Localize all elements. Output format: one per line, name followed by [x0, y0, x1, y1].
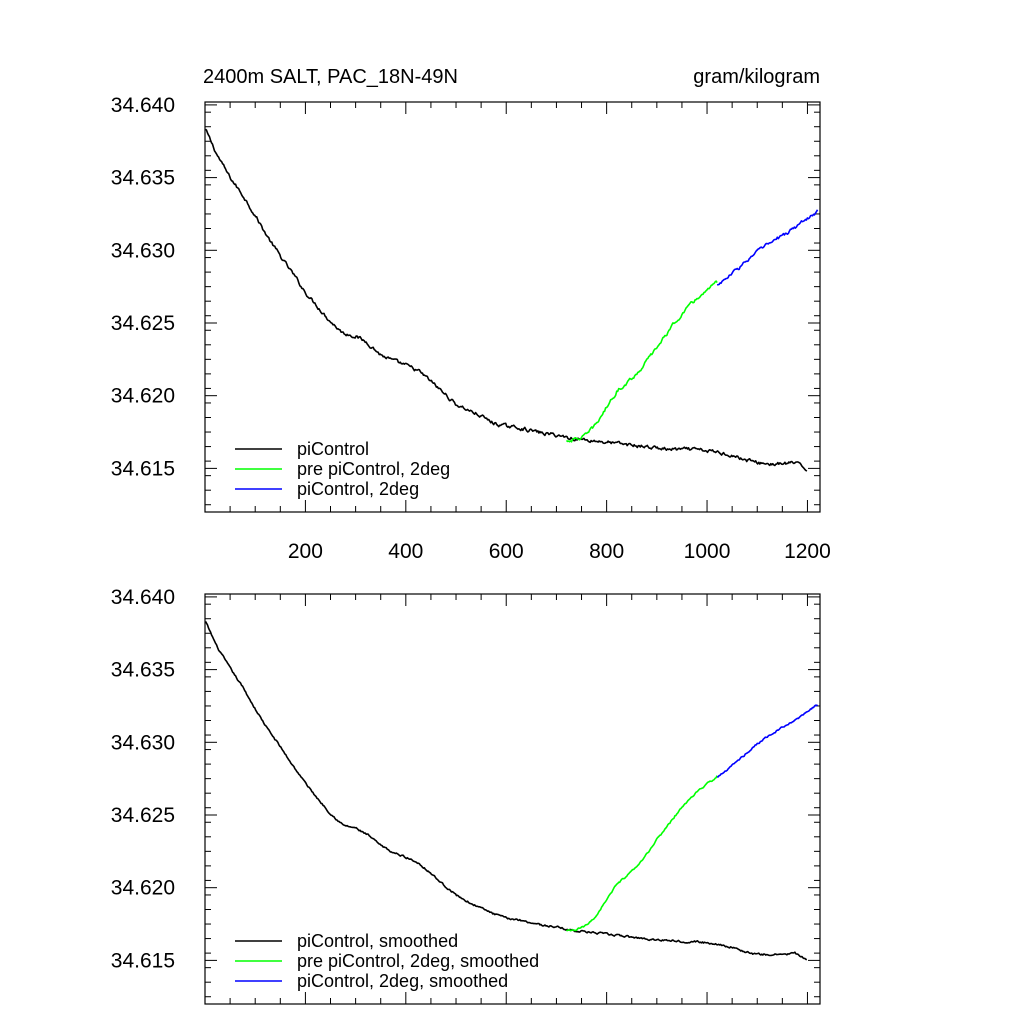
legend-label: pre piControl, 2deg, smoothed: [297, 951, 539, 971]
y-tick-label: 34.620: [111, 385, 175, 408]
y-tick-label: 34.640: [111, 94, 175, 117]
x-tick-label: 1200: [784, 540, 831, 563]
y-tick-label: 34.625: [111, 312, 175, 335]
legend-label: piControl, 2deg: [297, 479, 419, 499]
series-line: [717, 704, 818, 778]
series-line: [717, 209, 819, 286]
x-tick-label: 200: [288, 540, 323, 563]
y-tick-label: 34.625: [111, 804, 175, 827]
plot-frame: [204, 593, 821, 1005]
legend-label: pre piControl, 2deg: [297, 459, 450, 479]
y-tick-label: 34.635: [111, 167, 175, 190]
series-line: [565, 280, 718, 443]
legend-label: piControl: [297, 439, 369, 459]
series-line: [205, 128, 808, 472]
y-tick-label: 34.630: [111, 731, 175, 754]
y-tick-label: 34.615: [111, 949, 175, 972]
panel-top: 2400m SALT, PAC_18N-49N gram/kilogram 20…: [111, 66, 831, 563]
x-tick-label: 600: [489, 540, 524, 563]
y-tick-label: 34.635: [111, 659, 175, 682]
y-tick-label: 34.640: [111, 586, 175, 609]
panel-bottom: 34.615 34.620 34.625 34.630 34.635 34.640 piCo…: [111, 586, 821, 1005]
y-tick-label: 34.630: [111, 239, 175, 262]
plot-frame: [204, 101, 821, 513]
legend-label: piControl, 2deg, smoothed: [297, 971, 508, 991]
chart-title: 2400m SALT, PAC_18N-49N: [203, 66, 458, 88]
x-tick-label: 400: [388, 540, 423, 563]
y-tick-label: 34.620: [111, 877, 175, 900]
series-line: [566, 775, 718, 932]
chart-units: gram/kilogram: [693, 66, 820, 88]
series-line: [204, 621, 807, 961]
x-tick-label: 800: [589, 540, 624, 563]
x-tick-label: 1000: [684, 540, 731, 563]
y-tick-label: 34.615: [111, 457, 175, 480]
legend-label: piControl, smoothed: [297, 931, 458, 951]
